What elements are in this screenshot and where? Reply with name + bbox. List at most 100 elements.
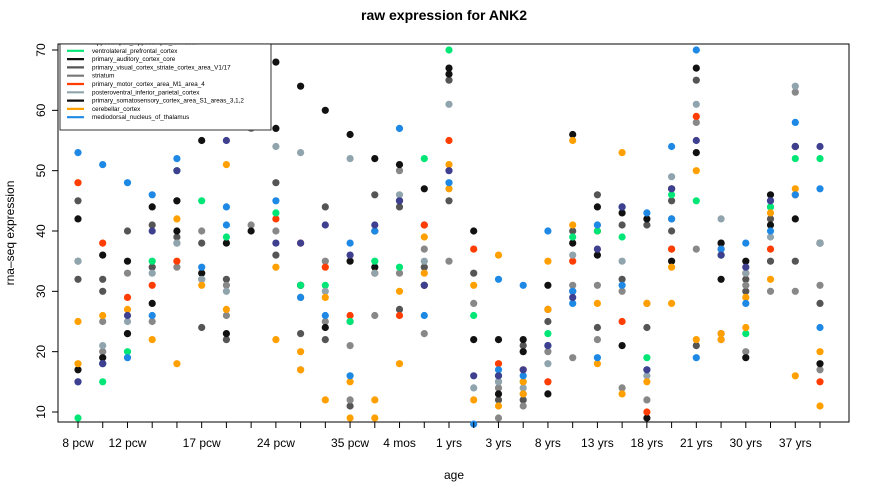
data-point-purple-22 <box>618 203 626 211</box>
data-point-orange-29 <box>494 251 503 259</box>
data-point-black-9 <box>173 227 181 235</box>
data-point-gray-32 <box>544 348 552 356</box>
data-point-red-16 <box>470 245 478 253</box>
data-point-gray-19 <box>346 396 354 404</box>
data-point-red-25 <box>692 112 700 120</box>
data-point-black-13 <box>222 330 230 338</box>
legend-label-1: ventrolateral_prefrontal_cortex <box>92 48 178 55</box>
data-point-purple-0 <box>74 378 82 386</box>
data-point-black-41 <box>569 239 577 247</box>
data-point-light_blue_gray-16 <box>470 384 478 392</box>
data-point-gray-48 <box>742 281 750 289</box>
data-point-gray-45 <box>692 245 700 253</box>
data-point-black-11 <box>198 269 206 277</box>
data-point-blue-7 <box>148 311 156 320</box>
data-point-orange-11 <box>272 336 280 344</box>
data-point-dark_gray-28 <box>420 263 428 271</box>
data-point-purple-23 <box>643 366 651 374</box>
data-point-blue-24 <box>494 366 503 374</box>
data-point-dark_gray-13 <box>222 336 230 344</box>
data-point-gray-1 <box>99 317 107 326</box>
data-point-black-7 <box>148 299 156 307</box>
data-point-blue-32 <box>593 221 602 229</box>
data-point-orange-26 <box>445 185 453 193</box>
data-point-purple-24 <box>668 185 676 193</box>
data-point-gray-51 <box>766 287 775 295</box>
data-point-green-3 <box>148 257 156 265</box>
data-point-gray-25 <box>420 330 428 338</box>
data-point-purple-27 <box>742 263 750 271</box>
data-point-orange-6 <box>173 215 181 223</box>
data-point-light_blue_gray-2 <box>123 317 132 326</box>
data-point-blue-42 <box>742 239 750 247</box>
data-point-dark_gray-43 <box>618 275 626 283</box>
data-point-dark_gray-6 <box>148 221 156 229</box>
data-point-red-1 <box>99 239 107 247</box>
data-point-gray-53 <box>791 287 799 295</box>
data-point-gray-37 <box>593 336 602 344</box>
data-point-gray-16 <box>321 257 329 265</box>
data-point-orange-49 <box>742 323 750 332</box>
data-point-black-52 <box>717 239 725 247</box>
legend-label-5: primary_motor_cortex_area_M1_area_4 <box>92 81 205 88</box>
data-point-black-28 <box>420 185 428 193</box>
data-point-orange-43 <box>668 263 676 271</box>
data-point-black-12 <box>222 239 230 247</box>
data-point-purple-19 <box>544 342 552 350</box>
data-point-blue-0 <box>74 149 82 157</box>
data-point-purple-16 <box>470 372 478 380</box>
data-point-dark_gray-12 <box>222 275 230 283</box>
data-point-black-0 <box>74 215 82 223</box>
data-point-black-57 <box>766 191 775 199</box>
data-point-orange-56 <box>816 402 824 410</box>
data-point-light_blue_gray-17 <box>494 378 503 386</box>
data-point-dark_gray-48 <box>692 76 700 84</box>
data-point-light_blue_gray-22 <box>618 257 626 265</box>
data-point-blue-21 <box>445 179 453 187</box>
data-point-red-0 <box>74 179 82 187</box>
x-tick-label-8: 24 pcw <box>257 436 295 450</box>
data-point-orange-24 <box>420 269 428 277</box>
data-point-orange-46 <box>692 336 700 344</box>
legend-box <box>59 43 272 131</box>
data-point-blue-19 <box>395 124 404 132</box>
data-point-light_blue_gray-26 <box>717 215 725 223</box>
data-point-orange-16 <box>321 396 329 404</box>
data-point-purple-2 <box>123 311 132 320</box>
data-point-purple-13 <box>395 197 404 205</box>
y-tick-label-20: 20 <box>34 345 48 359</box>
data-point-red-8 <box>272 215 280 223</box>
data-point-blue-26 <box>519 372 527 380</box>
data-point-purple-10 <box>321 221 329 229</box>
data-point-gray-24 <box>420 245 428 253</box>
data-point-red-2 <box>123 293 132 301</box>
data-point-blue-13 <box>272 197 280 205</box>
data-point-gray-38 <box>618 287 626 295</box>
data-point-orange-12 <box>272 263 280 271</box>
x-tick-label-17: 3 yrs <box>485 436 511 450</box>
data-point-black-10 <box>198 136 206 145</box>
data-point-light_blue_gray-0 <box>74 257 82 265</box>
data-point-purple-29 <box>791 142 799 151</box>
data-point-dark_gray-30 <box>445 197 453 205</box>
data-point-black-34 <box>494 336 503 344</box>
data-point-black-2 <box>99 251 107 259</box>
data-point-dark_gray-34 <box>519 342 527 350</box>
data-point-blue-14 <box>297 293 305 301</box>
data-point-orange-4 <box>148 336 156 344</box>
data-point-dark_gray-59 <box>816 299 824 307</box>
data-point-black-36 <box>519 336 527 344</box>
data-point-green-10 <box>321 281 329 289</box>
data-point-dark_gray-42 <box>618 221 626 229</box>
data-point-black-54 <box>742 257 750 265</box>
x-axis: 8 pcw 12 pcw 17 pcw 24 pcw 35 pcw 4 mos 1 yrs 3… <box>62 422 821 450</box>
data-point-orange-22 <box>395 360 404 368</box>
data-point-blue-41 <box>717 245 725 253</box>
data-point-blue-49 <box>816 323 824 332</box>
data-point-dark_gray-44 <box>643 221 651 229</box>
data-point-green-19 <box>544 330 552 338</box>
data-point-black-33 <box>470 336 478 344</box>
x-tick-label-19: 8 yrs <box>535 436 561 450</box>
legend-label-2: primary_auditory_cortex_core <box>92 56 176 63</box>
